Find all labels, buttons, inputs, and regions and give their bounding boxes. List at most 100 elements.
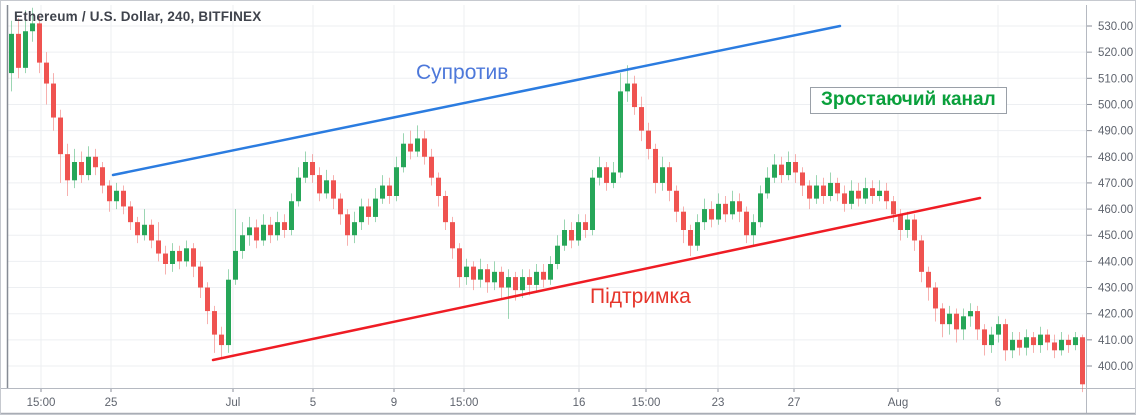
price-axis[interactable]	[1087, 5, 1134, 387]
candle-up	[275, 222, 280, 236]
time-label: 15:00	[632, 397, 661, 409]
support-annotation[interactable]: Підтримка	[590, 285, 691, 308]
candle-up	[1024, 337, 1029, 348]
candle-down	[835, 182, 840, 194]
candle-up	[716, 203, 721, 220]
candle-down	[107, 185, 112, 202]
candle-up	[702, 209, 707, 223]
candle-down	[667, 167, 672, 191]
candle-down	[569, 229, 574, 241]
candle-down	[933, 287, 938, 309]
candle-down	[1045, 334, 1050, 343]
candle-up	[1073, 337, 1078, 346]
candle-down	[940, 308, 945, 325]
candle-down	[870, 188, 875, 196]
candle-up	[863, 188, 868, 199]
candle-up	[359, 206, 364, 223]
candle-down	[541, 271, 546, 280]
candle-up	[23, 31, 28, 68]
candle-up	[30, 23, 35, 32]
price-label: 530.00	[1098, 21, 1133, 33]
candle-down	[674, 190, 679, 212]
candle-down	[317, 175, 322, 194]
time-label: 25	[105, 397, 118, 409]
candle-up	[1038, 334, 1043, 346]
candle-up	[961, 316, 966, 330]
candle-down	[884, 190, 889, 202]
candle-down	[149, 224, 154, 241]
candle-down	[975, 311, 980, 330]
candle-up	[142, 224, 147, 236]
candle-up	[597, 167, 602, 178]
candle-up	[352, 222, 357, 236]
symbol-title: Ethereum / U.S. Dollar, 240, BITFINEX	[14, 9, 262, 24]
candle-up	[576, 222, 581, 241]
rising-channel-annotation[interactable]: Зростаючий канал	[810, 87, 1007, 114]
candle-up	[786, 161, 791, 176]
candle-down	[737, 201, 742, 212]
time-label: 16	[573, 397, 586, 409]
time-label: 27	[788, 397, 801, 409]
candle-down	[513, 277, 518, 291]
candle-down	[856, 190, 861, 199]
candle-down	[457, 248, 462, 278]
resistance-annotation[interactable]: Супротив	[416, 61, 509, 84]
candle-down	[310, 161, 315, 176]
candle-up	[170, 250, 175, 264]
candle-down	[646, 130, 651, 149]
candle-down	[527, 277, 532, 285]
candle-up	[765, 177, 770, 194]
price-label: 500.00	[1098, 99, 1133, 111]
candle-up	[849, 190, 854, 204]
candle-down	[65, 154, 70, 181]
candle-up	[303, 161, 308, 178]
candle-down	[93, 156, 98, 168]
candle-down	[982, 329, 987, 346]
candle-down	[954, 313, 959, 330]
support-trendline[interactable]	[211, 196, 982, 362]
candle-down	[51, 83, 56, 118]
time-label: 5	[310, 397, 316, 409]
candle-up	[814, 185, 819, 199]
candle-down	[821, 185, 826, 196]
candle-up	[590, 177, 595, 230]
candle-up	[695, 222, 700, 246]
candle-down	[219, 334, 224, 346]
candle-down	[919, 240, 924, 272]
price-label: 510.00	[1098, 73, 1133, 85]
price-label: 420.00	[1098, 309, 1133, 321]
candle-down	[366, 206, 371, 217]
candle-up	[506, 277, 511, 288]
candle-down	[688, 229, 693, 246]
candle-up	[72, 161, 77, 181]
price-label: 410.00	[1098, 335, 1133, 347]
candle-down	[800, 172, 805, 186]
candle-down	[709, 209, 714, 220]
candle-up	[324, 180, 329, 194]
candle-up	[184, 248, 189, 262]
resistance-trendline[interactable]	[111, 24, 842, 177]
candle-down	[891, 201, 896, 215]
candle-up	[492, 271, 497, 283]
candle-up	[464, 266, 469, 278]
price-label: 430.00	[1098, 283, 1133, 295]
candle-down	[723, 203, 728, 215]
price-label: 490.00	[1098, 126, 1133, 138]
price-label: 520.00	[1098, 47, 1133, 59]
candle-down	[1017, 339, 1022, 348]
candle-up	[751, 222, 756, 236]
candle-up	[772, 164, 777, 178]
candle-down	[331, 180, 336, 199]
candle-up	[562, 229, 567, 246]
candle-down	[282, 222, 287, 230]
time-axis[interactable]	[7, 389, 1085, 413]
candle-down	[779, 164, 784, 176]
candle-up	[1059, 339, 1064, 351]
candle-up	[660, 167, 665, 183]
price-label: 440.00	[1098, 256, 1133, 268]
candle-down	[135, 222, 140, 236]
time-label: Aug	[888, 397, 908, 409]
candle-up	[233, 250, 238, 280]
